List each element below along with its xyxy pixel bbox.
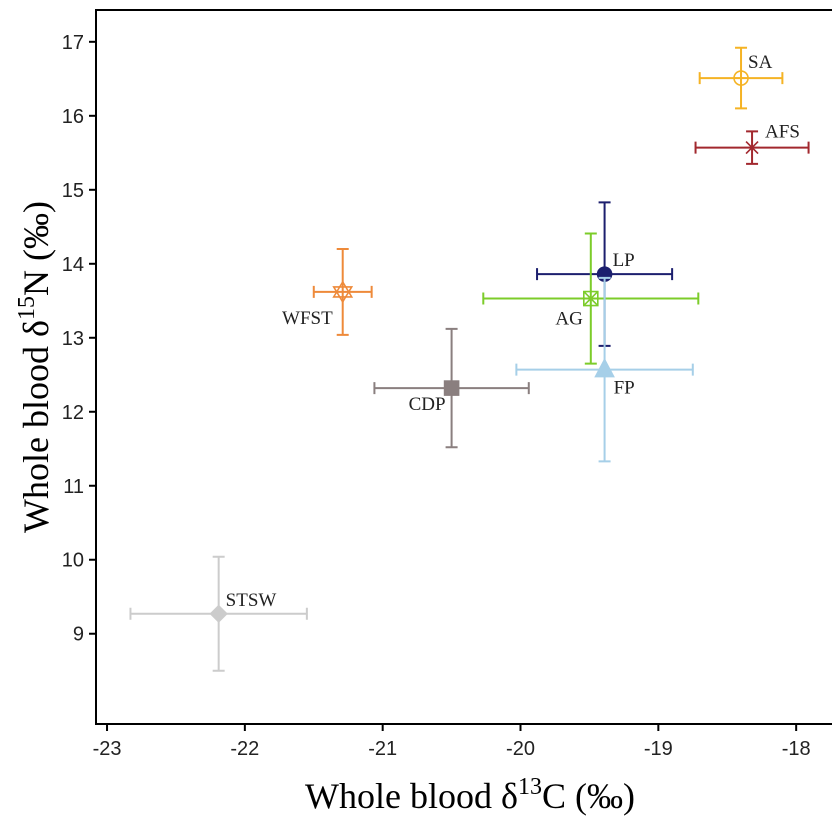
y-error-bar xyxy=(336,247,349,336)
marker xyxy=(583,290,599,307)
point-label: LP xyxy=(613,250,635,271)
point-label: AFS xyxy=(765,122,800,143)
marker xyxy=(594,357,615,378)
point-label: CDP xyxy=(409,394,446,415)
y-tick-label: 10 xyxy=(62,550,84,572)
x-tick-label: -23 xyxy=(93,738,122,760)
x-tick-label: -19 xyxy=(644,738,673,760)
marker-part xyxy=(583,290,599,307)
x-tick-label: -20 xyxy=(506,738,535,760)
y-tick-label: 16 xyxy=(62,106,84,128)
y-tick-label: 9 xyxy=(73,624,84,646)
point-label: STSW xyxy=(226,590,277,611)
point-label: FP xyxy=(614,378,635,399)
marker xyxy=(332,280,354,304)
y-tick-label: 11 xyxy=(63,476,84,498)
y-tick-label: 17 xyxy=(62,32,84,54)
y-axis-title: Whole blood δ15N (‰) xyxy=(14,201,56,533)
marker-part xyxy=(332,286,354,304)
y-tick-label: 12 xyxy=(62,402,84,424)
marker-part xyxy=(583,290,599,307)
marker-part xyxy=(744,141,761,155)
y-tick-label: 15 xyxy=(62,180,84,202)
marker xyxy=(443,380,460,396)
marker-part xyxy=(734,71,749,86)
y-tick-label: 13 xyxy=(62,328,84,350)
y-tick-label: 14 xyxy=(62,254,84,276)
x-axis-title: Whole blood δ13C (‰) xyxy=(305,774,635,816)
plot-frame xyxy=(95,9,832,725)
point-label: AG xyxy=(555,309,583,330)
x-tick-label: -21 xyxy=(368,738,397,760)
marker xyxy=(744,141,761,155)
marker-part xyxy=(594,357,615,378)
marker xyxy=(209,604,228,623)
marker-part xyxy=(443,380,460,396)
point-label: WFST xyxy=(282,308,333,329)
x-tick-label: -22 xyxy=(230,738,259,760)
marker-part xyxy=(209,604,228,623)
point-label: SA xyxy=(748,52,773,73)
x-tick-label: -18 xyxy=(782,738,811,760)
marker xyxy=(733,70,749,86)
marker-part xyxy=(332,280,354,298)
